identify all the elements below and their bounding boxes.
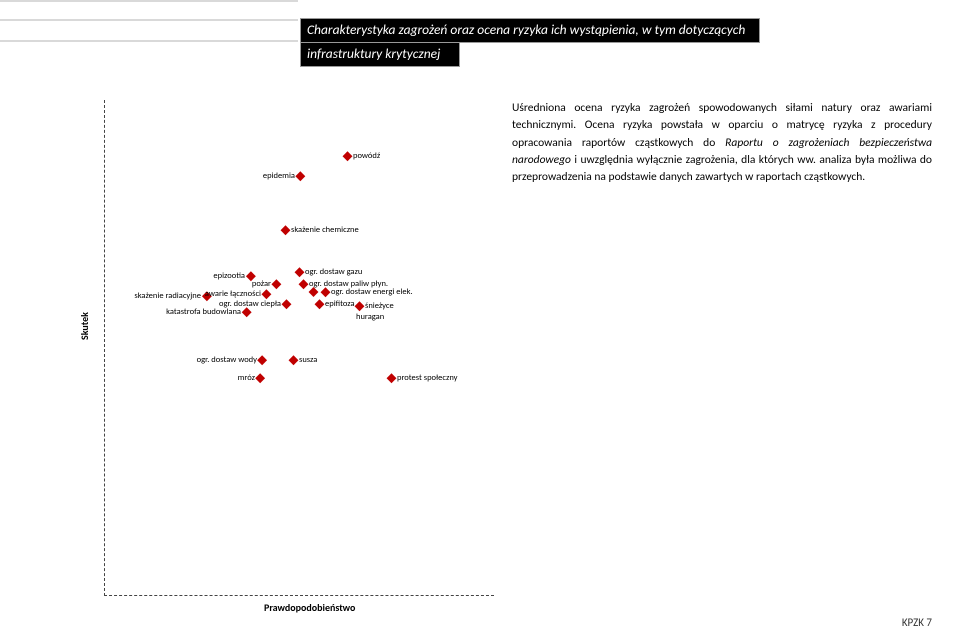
y-axis bbox=[104, 100, 105, 596]
chart-point: susza bbox=[290, 356, 319, 365]
risk-scatter-chart: Skutek Prawdopodobieństwo powódźepidemia… bbox=[84, 100, 494, 610]
chart-point: epizootia bbox=[211, 272, 254, 281]
chart-point: powódź bbox=[344, 152, 382, 161]
chart-point: śnieżyce bbox=[356, 302, 396, 311]
y-axis-label: Skutek bbox=[78, 312, 91, 340]
x-axis bbox=[104, 595, 494, 596]
chart-point-label: epifitoza bbox=[325, 300, 355, 309]
diamond-marker bbox=[258, 355, 268, 365]
diamond-marker bbox=[355, 301, 365, 311]
chart-point-label: skażenie radiacyjne bbox=[134, 292, 201, 301]
header-line-1: Charakterystyka zagrożeń oraz ocena ryzy… bbox=[300, 18, 760, 43]
page-header: Charakterystyka zagrożeń oraz ocena ryzy… bbox=[300, 18, 760, 67]
diamond-marker bbox=[315, 299, 325, 309]
diamond-marker bbox=[242, 307, 252, 317]
explanatory-paragraph: Uśredniona ocena ryzyka zagrożeń spowodo… bbox=[512, 100, 932, 186]
diamond-marker bbox=[262, 289, 272, 299]
chart-point-label: katastrofa budowlana bbox=[166, 308, 241, 317]
diamond-marker bbox=[309, 287, 319, 297]
diamond-marker bbox=[299, 279, 309, 289]
chart-point-label: ogr. dostaw gazu bbox=[305, 268, 362, 277]
chart-point-label: pożar bbox=[252, 280, 271, 289]
diamond-marker bbox=[387, 373, 397, 383]
chart-point-label: śnieżyce bbox=[365, 302, 394, 311]
chart-point-label: ogr. dostaw energi elek. bbox=[331, 288, 413, 297]
chart-point: ogr. dostaw energi elek. bbox=[322, 288, 415, 297]
x-axis-label: Prawdopodobieństwo bbox=[264, 601, 355, 614]
diamond-marker bbox=[289, 355, 299, 365]
diamond-marker bbox=[296, 171, 306, 181]
chart-point-label: protest społeczny bbox=[397, 374, 457, 383]
para-text-2: i uwzględnia wyłącznie zagrożenia, dla k… bbox=[512, 153, 932, 184]
chart-point: epifitoza bbox=[316, 300, 357, 309]
chart-point-label: epidemia bbox=[263, 172, 295, 181]
chart-point-label: huragan bbox=[356, 313, 384, 322]
chart-point-label: skażenie chemiczne bbox=[291, 226, 359, 235]
chart-point: ogr. dostaw gazu bbox=[296, 268, 364, 277]
diamond-marker bbox=[343, 151, 353, 161]
chart-point: skażenie chemiczne bbox=[282, 226, 361, 235]
diamond-marker bbox=[321, 287, 331, 297]
chart-point: protest społeczny bbox=[388, 374, 459, 383]
chart-point-label: susza bbox=[299, 356, 317, 365]
chart-point: mróz bbox=[236, 374, 264, 383]
chart-point: katastrofa budowlana bbox=[164, 308, 250, 317]
diamond-marker bbox=[281, 225, 291, 235]
chart-point-label: powódź bbox=[353, 152, 380, 161]
chart-point: ogr. dostaw wody bbox=[195, 356, 266, 365]
header-line-2: infrastruktury krytycznej bbox=[300, 42, 460, 67]
chart-point-label: ogr. dostaw wody bbox=[197, 356, 257, 365]
chart-point: epidemia bbox=[261, 172, 304, 181]
diamond-marker bbox=[256, 373, 266, 383]
chart-point: awarie łączności bbox=[203, 290, 270, 299]
chart-point: huragan bbox=[354, 313, 386, 322]
diamond-marker bbox=[295, 267, 305, 277]
chart-point: skażenie radiacyjne bbox=[132, 292, 210, 301]
chart-point: pożar bbox=[250, 280, 280, 289]
chart-point-label: epizootia bbox=[213, 272, 245, 281]
diamond-marker bbox=[272, 279, 282, 289]
diamond-marker bbox=[282, 299, 292, 309]
chart-point-label: awarie łączności bbox=[205, 290, 261, 299]
page-footer: KPZK 7 bbox=[902, 616, 932, 629]
chart-point-label: mróz bbox=[238, 374, 255, 383]
